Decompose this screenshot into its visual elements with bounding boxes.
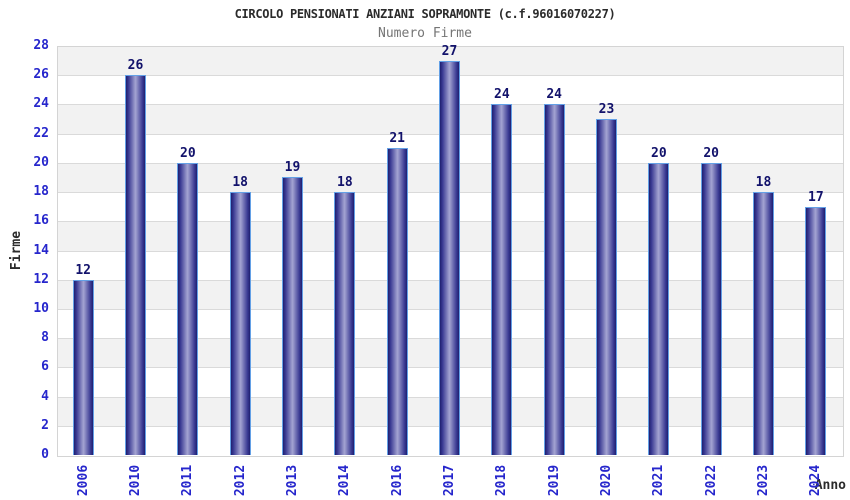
x-axis-title: Anno — [814, 478, 846, 493]
bar — [596, 119, 617, 455]
bar — [439, 60, 460, 455]
y-tick-label: 10 — [33, 300, 49, 316]
x-tick-label: 2010 — [128, 464, 143, 496]
x-tick-label: 2016 — [389, 464, 405, 496]
bar-value-label: 21 — [389, 131, 405, 147]
x-tick-label: 2020 — [599, 464, 614, 496]
x-tick-label: 2014 — [337, 464, 353, 496]
x-tick-label: 2023 — [756, 464, 771, 496]
bar — [543, 104, 565, 455]
y-tick-label: 0 — [41, 447, 49, 462]
y-tick-label: 26 — [33, 67, 49, 83]
bar — [700, 162, 722, 455]
y-tick-label: 14 — [33, 242, 49, 258]
x-tick-label: 2017 — [442, 464, 457, 496]
bar-value-label: 24 — [546, 87, 562, 103]
x-tick-label: 2011 — [180, 464, 196, 496]
bar — [282, 177, 303, 455]
y-tick-label: 8 — [41, 330, 49, 346]
bar-value-label: 24 — [494, 87, 510, 103]
bar-value-label: 20 — [703, 145, 719, 161]
y-tick-label: 22 — [33, 125, 49, 141]
bar — [177, 162, 199, 455]
chart-subtitle: Numero Firme — [378, 26, 472, 41]
bar — [125, 75, 146, 455]
y-tick-label: 18 — [33, 184, 49, 200]
bar-value-label: 23 — [598, 102, 615, 118]
bar-value-label: 26 — [127, 58, 144, 74]
bar-value-label: 18 — [337, 175, 353, 191]
bar — [753, 192, 774, 455]
bar — [805, 206, 827, 455]
bar-value-label: 12 — [75, 262, 91, 278]
bar — [386, 148, 408, 455]
chart-title: CIRCOLO PENSIONATI ANZIANI SOPRAMONTE (c… — [234, 7, 616, 21]
bar-value-label: 27 — [441, 43, 458, 59]
bar-value-label: 17 — [808, 189, 824, 205]
x-tick-label: 2021 — [651, 464, 667, 496]
x-tick-label: 2013 — [285, 464, 300, 496]
y-tick-label: 28 — [33, 38, 49, 53]
x-tick-label: 2006 — [75, 464, 91, 496]
bar-value-label: 20 — [180, 145, 196, 161]
bar — [648, 162, 670, 455]
x-tick-label: 2018 — [494, 464, 510, 496]
bar — [491, 104, 513, 455]
bar-value-label: 20 — [651, 145, 667, 161]
bar — [334, 192, 356, 455]
bar-value-label: 18 — [232, 175, 248, 191]
x-tick-label: 2019 — [546, 464, 562, 496]
y-tick-label: 24 — [33, 96, 49, 112]
bar — [72, 279, 94, 455]
y-tick-label: 4 — [41, 388, 49, 404]
y-tick-label: 2 — [41, 417, 49, 433]
bar-value-label: 19 — [284, 160, 301, 176]
x-tick-label: 2024 — [808, 464, 824, 496]
y-tick-label: 6 — [41, 359, 49, 375]
x-tick-label: 2022 — [703, 464, 719, 496]
x-tick-label: 2012 — [232, 464, 248, 496]
y-tick-label: 12 — [33, 271, 49, 287]
bar-value-label: 18 — [755, 175, 772, 191]
y-tick-label: 20 — [33, 154, 49, 170]
y-tick-label: 16 — [33, 213, 49, 229]
bar — [229, 192, 251, 455]
